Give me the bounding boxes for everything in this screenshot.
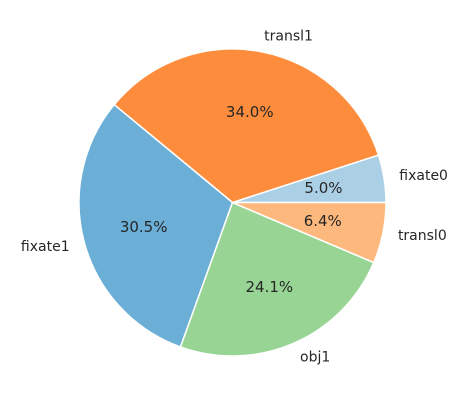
pie-category-label-transl1: transl1 (264, 29, 313, 45)
pie-value-label-transl1: 34.0% (226, 103, 274, 121)
pie-category-label-obj1: obj1 (300, 349, 330, 365)
pie-category-label-fixate1: fixate1 (21, 239, 70, 255)
pie-value-label-transl0: 6.4% (304, 212, 342, 230)
pie-value-label-fixate1: 30.5% (120, 218, 168, 236)
pie-slices (79, 49, 386, 356)
pie-value-label-fixate0: 5.0% (304, 179, 342, 197)
pie-value-label-obj1: 24.1% (246, 278, 294, 296)
pie-category-label-fixate0: fixate0 (399, 168, 448, 184)
pie-category-label-transl0: transl0 (398, 228, 447, 244)
